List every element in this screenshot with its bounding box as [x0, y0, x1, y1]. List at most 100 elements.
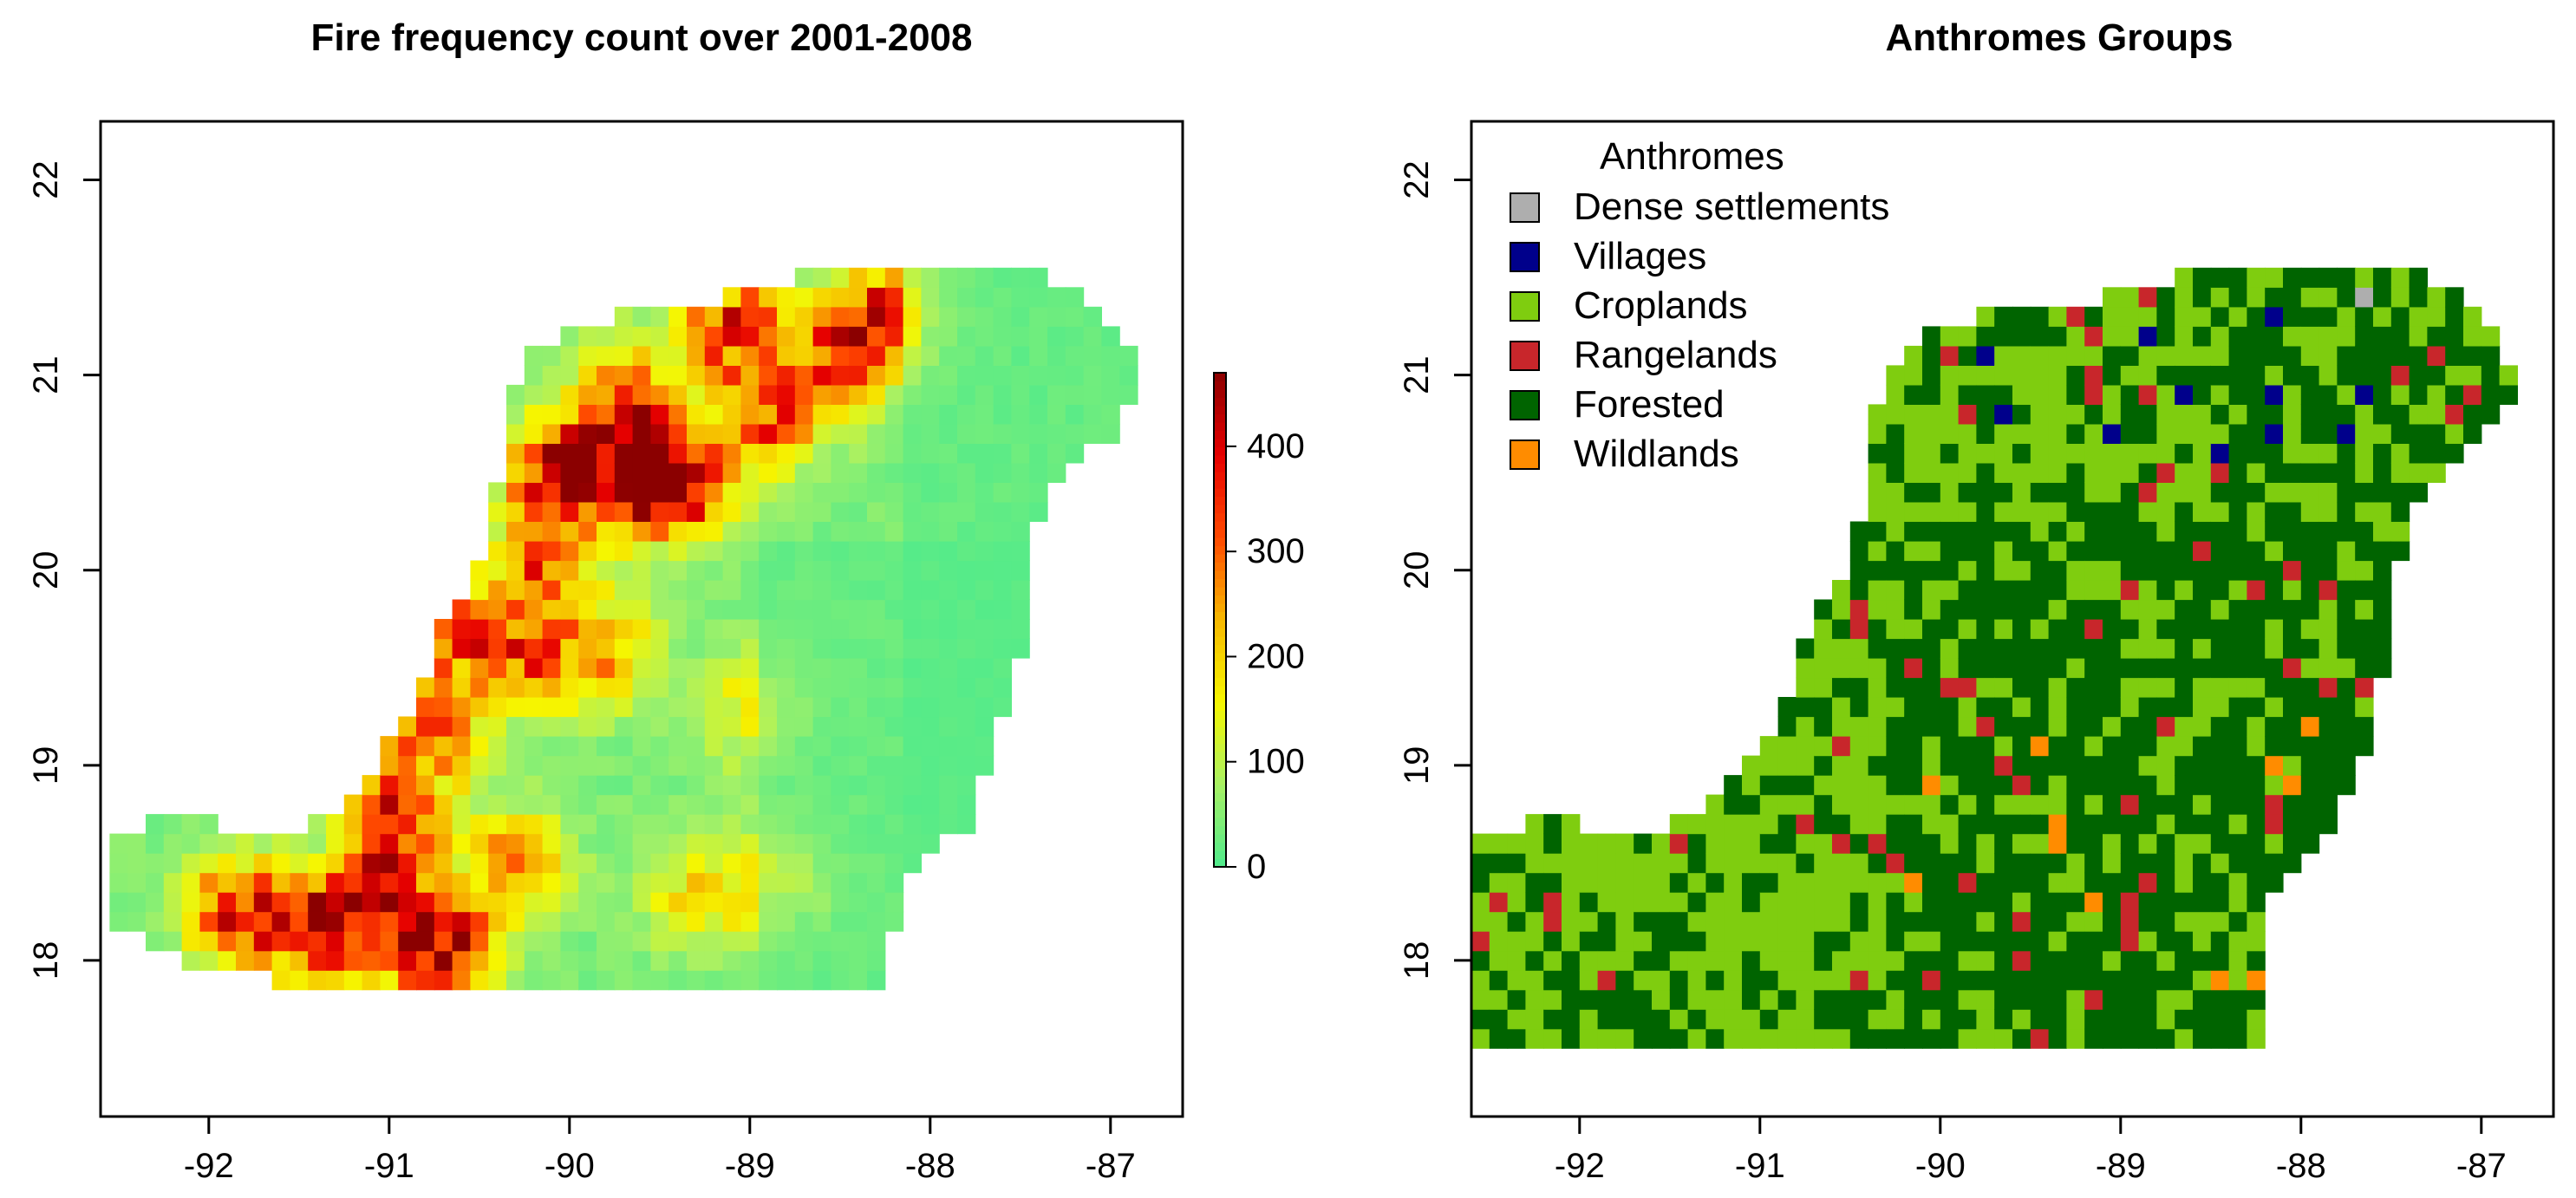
fire-cell	[939, 267, 958, 288]
anthrome-cell	[1687, 853, 1706, 874]
fire-cell	[831, 970, 850, 991]
anthrome-cell	[2193, 599, 2212, 620]
fire-cell	[524, 541, 544, 562]
fire-cell	[416, 931, 435, 952]
anthrome-cell	[1832, 619, 1851, 640]
fire-cell	[1011, 638, 1030, 659]
fire-cell	[614, 599, 634, 620]
anthrome-cell	[2156, 306, 2175, 327]
fire-cell	[199, 950, 218, 971]
fire-cell	[362, 814, 381, 835]
anthrome-cell	[1634, 892, 1653, 913]
anthrome-cell	[1597, 989, 1616, 1010]
anthrome-cell	[1832, 580, 1851, 601]
anthrome-cell	[2355, 326, 2374, 347]
anthrome-cell	[2409, 423, 2428, 444]
fire-cell	[1101, 423, 1120, 444]
anthrome-cell	[1922, 365, 1941, 386]
anthrome-cell	[2120, 911, 2140, 932]
fire-cell	[614, 658, 634, 679]
fire-cell	[650, 501, 669, 522]
anthrome-cell	[2193, 443, 2212, 464]
fire-cell	[993, 482, 1012, 503]
anthrome-cell	[2120, 521, 2140, 542]
anthrome-cell	[1471, 970, 1490, 991]
fire-cell	[849, 677, 868, 698]
anthrome-cell	[2210, 950, 2230, 971]
fire-cell	[597, 541, 616, 562]
fire-cell	[794, 814, 814, 835]
fire-cell	[163, 853, 183, 874]
fire-cell	[867, 267, 886, 288]
anthrome-cell	[1922, 1009, 1941, 1030]
anthrome-cell	[1994, 911, 2013, 932]
anthrome-cell	[1976, 736, 1995, 757]
fire-cell	[722, 619, 741, 640]
fire-cell	[127, 833, 147, 854]
fire-cell	[290, 892, 309, 913]
fire-cell	[794, 501, 814, 522]
anthrome-cell	[1579, 970, 1599, 991]
fire-cell	[831, 423, 850, 444]
anthrome-cell	[2318, 716, 2338, 737]
legend-swatch	[1510, 439, 1540, 470]
fire-cell	[632, 970, 651, 991]
fire-cell	[668, 658, 688, 679]
fire-cell	[506, 697, 525, 718]
fire-cell	[704, 638, 724, 659]
anthrome-cell	[1471, 872, 1490, 893]
fire-cell	[759, 423, 778, 444]
fire-cell	[759, 970, 778, 991]
anthrome-cell	[1777, 853, 1797, 874]
anthrome-cell	[2337, 287, 2356, 308]
anthrome-cell	[2193, 1009, 2212, 1030]
fire-cell	[831, 814, 850, 835]
fire-cell	[524, 443, 544, 464]
anthrome-cell	[2030, 560, 2050, 581]
anthrome-cell	[2030, 1009, 2050, 1030]
fire-cell	[777, 521, 796, 542]
anthrome-cell	[2228, 599, 2247, 620]
fire-cell	[163, 833, 183, 854]
fire-cell	[993, 619, 1012, 640]
fire-cell	[560, 423, 579, 444]
fire-cell	[597, 619, 616, 640]
fire-cell	[290, 833, 309, 854]
fire-cell	[831, 306, 850, 327]
anthrome-cell	[2228, 423, 2247, 444]
fire-cell	[632, 619, 651, 640]
fire-cell	[794, 736, 814, 757]
anthrome-cell	[2156, 326, 2175, 347]
fire-cell	[542, 833, 561, 854]
fire-cell	[975, 482, 995, 503]
anthrome-cell	[1562, 853, 1581, 874]
fire-cell	[597, 853, 616, 874]
fire-cell	[343, 950, 363, 971]
fire-cell	[668, 482, 688, 503]
fire-cell	[290, 911, 309, 932]
anthrome-cell	[2300, 423, 2320, 444]
fire-cell	[884, 443, 904, 464]
anthrome-cell	[2175, 950, 2194, 971]
fire-cell	[668, 619, 688, 640]
fire-cell	[236, 931, 255, 952]
fire-cell	[668, 501, 688, 522]
anthrome-cell	[2247, 541, 2266, 562]
fire-cell	[614, 560, 634, 581]
fire-cell	[777, 950, 796, 971]
anthrome-cell	[2175, 501, 2194, 522]
fire-cell	[1011, 384, 1030, 405]
fire-cell	[831, 872, 850, 893]
fire-cell	[326, 872, 345, 893]
fire-cell	[181, 911, 200, 932]
anthrome-cell	[1994, 306, 2013, 327]
anthrome-cell	[1940, 1028, 1960, 1049]
anthrome-cell	[2048, 755, 2067, 776]
fire-cell	[921, 755, 940, 776]
anthrome-cell	[2048, 814, 2067, 835]
fire-cell	[704, 736, 724, 757]
fire-cell	[687, 501, 706, 522]
fire-cell	[704, 423, 724, 444]
fire-cell	[849, 853, 868, 874]
fire-cell	[614, 326, 634, 347]
